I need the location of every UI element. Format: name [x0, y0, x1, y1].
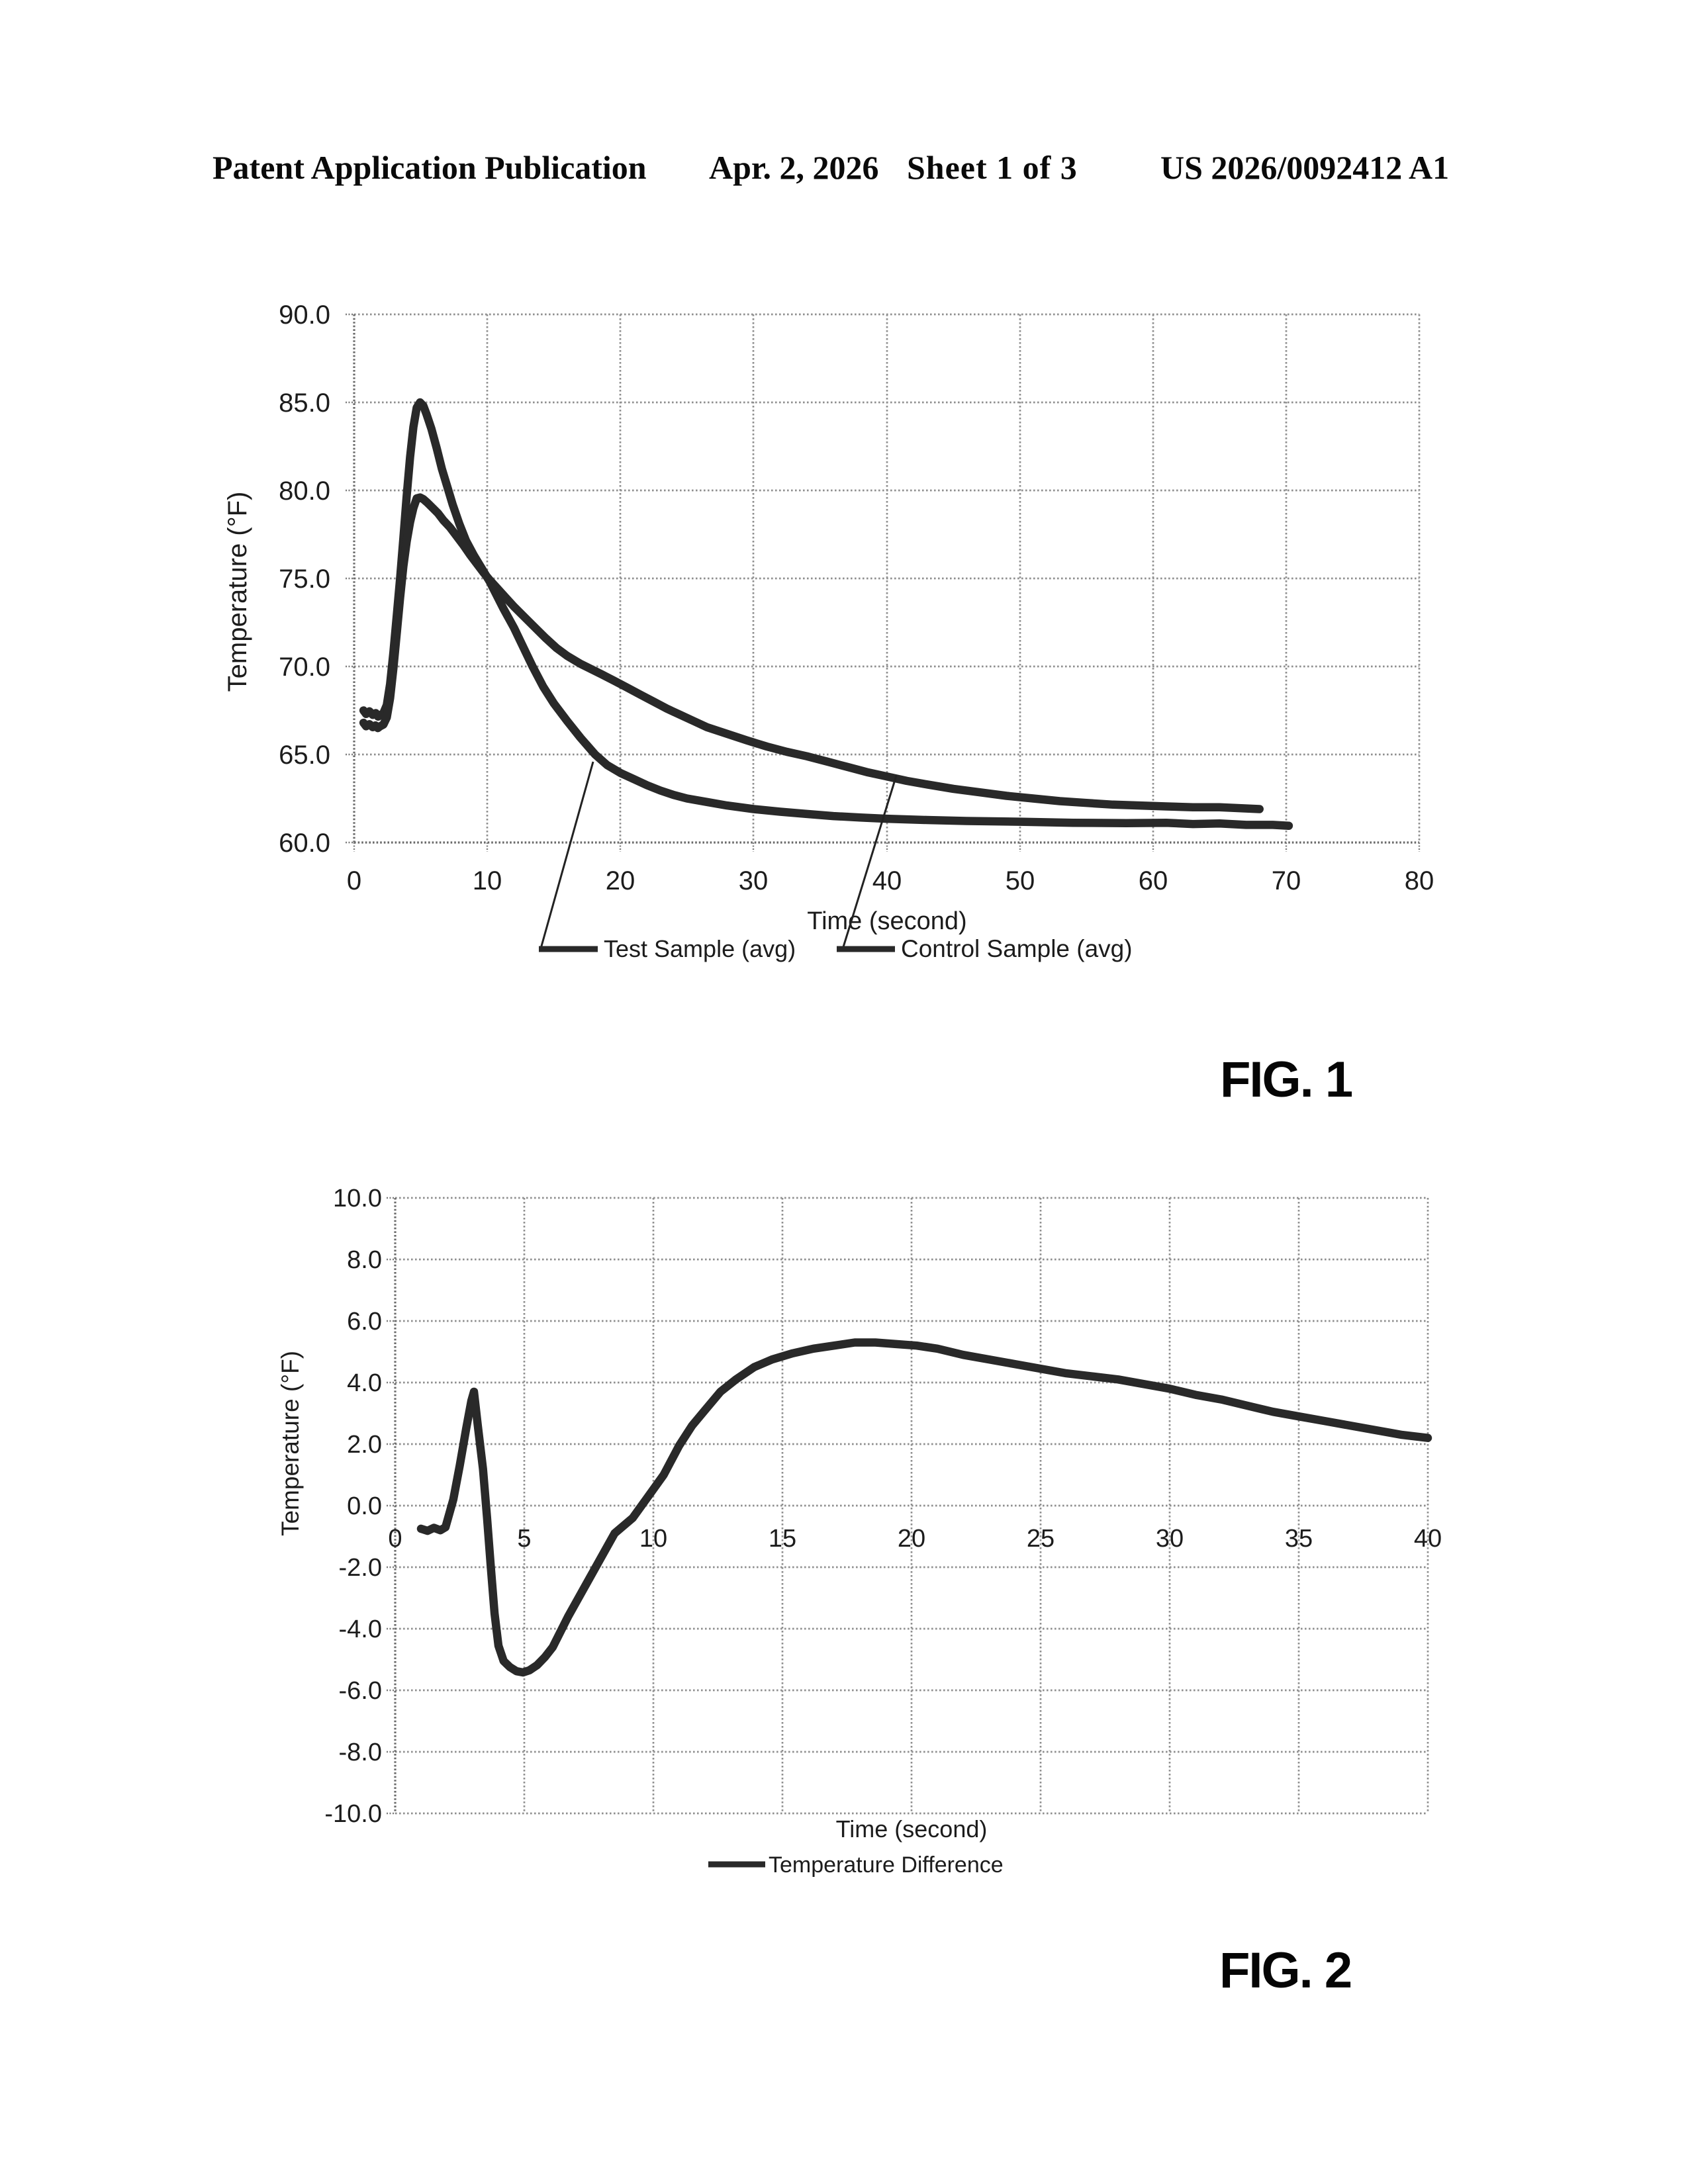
svg-text:5: 5 [517, 1525, 531, 1553]
svg-text:Test Sample (avg): Test Sample (avg) [604, 935, 796, 962]
svg-text:35: 35 [1285, 1525, 1313, 1553]
svg-text:Apr. 2, 2026: Apr. 2, 2026 [709, 149, 879, 186]
svg-text:Time (second): Time (second) [807, 907, 966, 935]
svg-text:15: 15 [769, 1525, 796, 1553]
svg-text:-2.0: -2.0 [339, 1554, 382, 1582]
svg-text:8.0: 8.0 [347, 1246, 382, 1274]
svg-text:FIG. 2: FIG. 2 [1219, 1942, 1351, 1999]
svg-text:90.0: 90.0 [279, 300, 330, 330]
svg-text:20: 20 [606, 866, 635, 895]
svg-text:60.0: 60.0 [279, 829, 330, 858]
svg-text:Temperature (°F): Temperature (°F) [277, 1351, 304, 1536]
svg-text:80.0: 80.0 [279, 477, 330, 506]
svg-text:-4.0: -4.0 [339, 1615, 382, 1643]
svg-text:30: 30 [739, 866, 769, 895]
svg-text:10: 10 [639, 1525, 667, 1553]
svg-text:70.0: 70.0 [279, 653, 330, 682]
svg-text:80: 80 [1405, 866, 1434, 895]
svg-text:85.0: 85.0 [279, 388, 330, 418]
svg-text:75.0: 75.0 [279, 565, 330, 594]
svg-text:10.0: 10.0 [333, 1185, 382, 1212]
svg-text:25: 25 [1027, 1525, 1055, 1553]
svg-text:0: 0 [388, 1525, 402, 1553]
svg-text:Temperature Difference: Temperature Difference [769, 1852, 1004, 1878]
svg-text:US 2026/0092412 A1: US 2026/0092412 A1 [1160, 149, 1449, 186]
svg-text:70: 70 [1272, 866, 1301, 895]
svg-text:0: 0 [347, 866, 361, 895]
svg-text:-8.0: -8.0 [339, 1739, 382, 1766]
svg-text:50: 50 [1006, 866, 1035, 895]
svg-text:Patent Application Publication: Patent Application Publication [212, 149, 647, 186]
svg-text:FIG. 1: FIG. 1 [1220, 1052, 1352, 1108]
svg-text:Time (second): Time (second) [836, 1815, 988, 1843]
svg-text:0.0: 0.0 [347, 1492, 382, 1520]
svg-text:4.0: 4.0 [347, 1369, 382, 1397]
svg-text:10: 10 [473, 866, 502, 895]
svg-text:60: 60 [1139, 866, 1168, 895]
svg-text:30: 30 [1156, 1525, 1184, 1553]
svg-text:Sheet 1 of 3: Sheet 1 of 3 [907, 149, 1078, 186]
svg-text:6.0: 6.0 [347, 1308, 382, 1336]
svg-text:40: 40 [872, 866, 902, 895]
svg-text:65.0: 65.0 [279, 741, 330, 770]
svg-text:-6.0: -6.0 [339, 1677, 382, 1705]
svg-text:2.0: 2.0 [347, 1431, 382, 1459]
svg-text:40: 40 [1414, 1525, 1442, 1553]
svg-text:-10.0: -10.0 [324, 1800, 382, 1828]
svg-text:Temperature (°F): Temperature (°F) [223, 492, 252, 692]
svg-text:Control Sample (avg): Control Sample (avg) [901, 935, 1133, 962]
svg-text:20: 20 [898, 1525, 925, 1553]
